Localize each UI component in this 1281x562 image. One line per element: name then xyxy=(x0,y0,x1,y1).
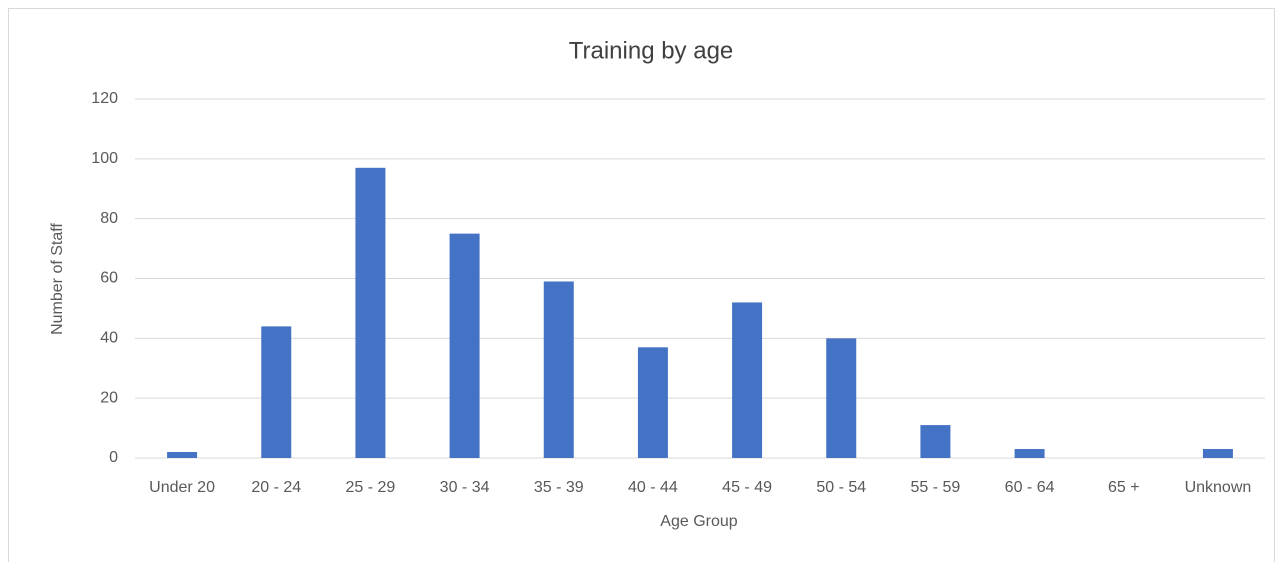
x-tick-label: 30 - 34 xyxy=(440,479,490,496)
bar xyxy=(355,167,386,458)
y-tick-label: 60 xyxy=(100,270,118,287)
y-axis-label: Number of Staff xyxy=(49,223,66,335)
y-tick-label: 40 xyxy=(100,330,118,347)
x-tick-label: 65 + xyxy=(1108,479,1140,496)
x-tick-label: 45 - 49 xyxy=(722,479,772,496)
y-tick-label: 0 xyxy=(109,449,118,466)
chart-border xyxy=(8,8,1275,562)
bar xyxy=(261,326,292,458)
chart-title: Training by age xyxy=(569,37,734,64)
x-axis-label: Age Group xyxy=(660,513,737,530)
y-tick-label: 100 xyxy=(91,150,118,167)
bar xyxy=(920,425,951,458)
bar xyxy=(449,233,480,458)
bar xyxy=(1202,449,1233,458)
y-tick-label: 20 xyxy=(100,389,118,406)
bar xyxy=(167,452,198,458)
bar xyxy=(1014,449,1045,458)
x-tick-label: 25 - 29 xyxy=(346,479,396,496)
x-tick-label: Unknown xyxy=(1185,479,1252,496)
x-tick-label: 50 - 54 xyxy=(816,479,866,496)
y-tick-label: 120 xyxy=(91,90,118,107)
bar xyxy=(826,338,857,458)
x-tick-label: 35 - 39 xyxy=(534,479,584,496)
x-tick-label: 40 - 44 xyxy=(628,479,678,496)
x-tick-label: 20 - 24 xyxy=(251,479,301,496)
x-tick-label: 55 - 59 xyxy=(911,479,961,496)
bar xyxy=(543,281,574,458)
bar xyxy=(732,302,763,458)
bar xyxy=(637,347,668,458)
x-tick-label: 60 - 64 xyxy=(1005,479,1055,496)
y-tick-label: 80 xyxy=(100,210,118,227)
x-tick-label: Under 20 xyxy=(149,479,215,496)
